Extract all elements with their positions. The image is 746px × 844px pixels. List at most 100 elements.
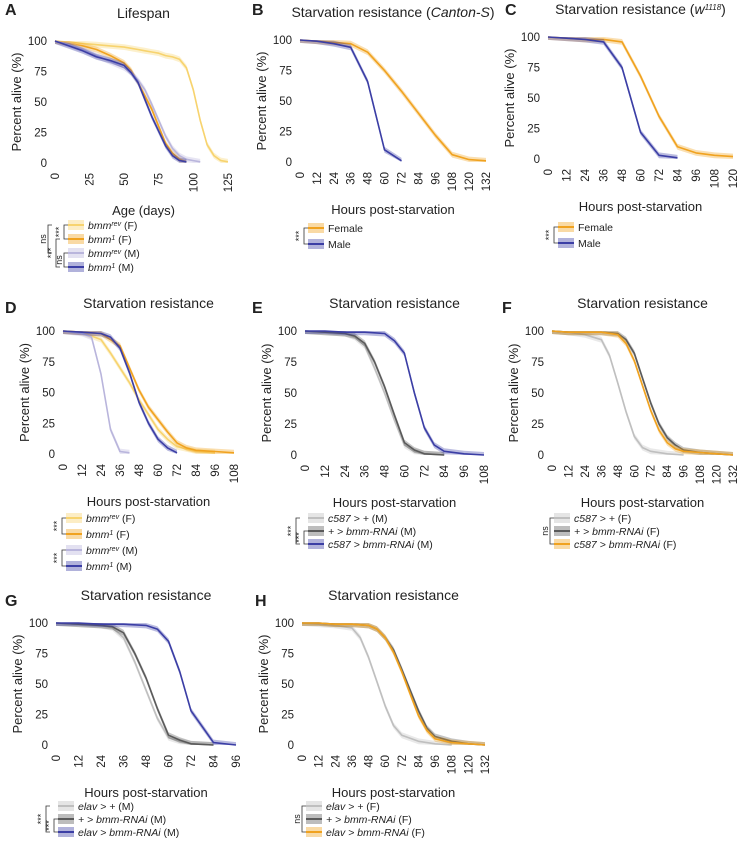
series-line: [305, 330, 485, 456]
y-tick-label: 50: [42, 388, 55, 400]
x-tick-label: 108: [710, 169, 722, 188]
y-tick-label: 100: [29, 618, 48, 630]
x-tick-label: 0: [300, 465, 312, 471]
panel-c: C Starvation resistance (w1118) Percent al…: [502, 1, 740, 250]
y-tick-label: 75: [34, 67, 47, 79]
x-tick-label: 120: [712, 465, 724, 484]
stat-label: ns: [38, 234, 48, 244]
series-band: [63, 331, 234, 454]
y-axis-label: Percent alive (%): [9, 53, 24, 152]
y-tick-label: 50: [35, 679, 48, 691]
significance-brackets: ns: [540, 517, 554, 545]
series-line: [56, 622, 237, 746]
stat-bracket: [303, 530, 308, 545]
y-tick-label: 50: [34, 97, 47, 109]
y-tick-label: 100: [28, 36, 47, 48]
legend-entry: Male: [328, 239, 351, 251]
chart-title: Starvation resistance (w1118): [555, 1, 726, 17]
stat-label: ***: [286, 525, 296, 536]
x-tick-label: 0: [51, 755, 63, 761]
y-tick-label: 75: [531, 357, 544, 369]
legend: Female Male: [308, 223, 363, 251]
series-band: [56, 623, 236, 745]
series-line: [54, 40, 201, 163]
legend-entry: elav > + (M): [78, 801, 134, 813]
series-band: [302, 623, 485, 745]
stat-bracket: [63, 252, 68, 268]
x-tick-label: 72: [419, 465, 431, 478]
chart-title: Starvation resistance: [81, 587, 212, 603]
legend-entry: Female: [578, 222, 613, 234]
y-tick-label: 100: [36, 326, 55, 338]
legend-entry: + > bmm-RNAi (M): [78, 814, 166, 826]
panel-b: B Starvation resistance (Canton-S) Percent…: [252, 2, 495, 251]
stat-label: ***: [54, 226, 64, 237]
x-tick-label: 60: [636, 169, 648, 182]
legend-entry: elav > bmm-RNAi (F): [326, 827, 425, 839]
x-tick-label: 72: [397, 755, 409, 768]
chart-title: Starvation resistance (Canton-S): [291, 4, 494, 20]
stat-bracket: [61, 549, 66, 567]
stat-bracket: [63, 224, 68, 240]
stat-label: ns: [54, 255, 64, 265]
y-tick-label: 0: [534, 154, 540, 166]
legend-entry: bmmrev (M): [86, 545, 138, 557]
x-tick-label: 36: [596, 465, 608, 478]
significance-brackets: ***: [294, 227, 308, 245]
legend-entry: + > bmm-RNAi (F): [574, 526, 660, 538]
significance-brackets: ******: [286, 517, 308, 545]
legend-entry: c587 > bmm-RNAi (F): [574, 539, 676, 551]
x-tick-label: 12: [312, 172, 324, 185]
stat-label: ns: [292, 814, 302, 824]
legend: c587 > + (M)+ > bmm-RNAi (M)c587 > bmm-R…: [308, 513, 433, 551]
legend: Female Male: [558, 222, 613, 250]
x-tick-label: 24: [580, 464, 592, 477]
x-axis-label: Hours post-starvation: [331, 202, 455, 217]
legend-entry: elav > bmm-RNAi (M): [78, 827, 179, 839]
x-tick-label: 96: [231, 755, 243, 768]
y-tick-label: 0: [286, 157, 292, 169]
x-tick-label: 0: [295, 172, 307, 178]
series-line: [62, 330, 130, 454]
x-tick-label: 108: [447, 755, 459, 774]
series-line: [55, 622, 214, 746]
x-tick-label: 125: [223, 173, 235, 192]
y-tick-label: 0: [291, 450, 297, 462]
x-axis-label: Hours post-starvation: [581, 495, 705, 510]
y-tick-label: 50: [284, 388, 297, 400]
x-axis-label: Hours post-starvation: [333, 495, 457, 510]
y-axis-label: Percent alive (%): [256, 635, 271, 734]
x-tick-label: 100: [188, 173, 200, 192]
y-tick-label: 50: [531, 388, 544, 400]
y-axis-label: Percent alive (%): [502, 49, 517, 148]
x-tick-label: 48: [380, 465, 392, 478]
x-tick-label: 108: [479, 465, 491, 484]
legend-entry: c587 > + (M): [328, 513, 388, 525]
x-tick-label: 72: [172, 464, 184, 477]
y-axis-label: Percent alive (%): [10, 635, 25, 734]
legend-entry: + > bmm-RNAi (F): [326, 814, 412, 826]
panel-a: A Lifespan Percent alive (%) 0 25 50 75 100 0 25 5…: [5, 2, 235, 274]
legend-entry: c587 > bmm-RNAi (M): [328, 539, 433, 551]
series-band: [305, 331, 445, 455]
chart-title: Starvation resistance: [328, 587, 459, 603]
y-axis-label: Percent alive (%): [259, 344, 274, 443]
stat-bracket: [295, 517, 300, 545]
legend-entry: bmm1 (F): [88, 234, 132, 246]
series-line: [54, 40, 187, 163]
x-tick-label: 96: [430, 172, 442, 185]
x-tick-label: 12: [563, 465, 575, 478]
series-line: [551, 330, 734, 456]
stat-bracket: [303, 227, 308, 245]
x-tick-label: 0: [50, 173, 62, 179]
y-tick-label: 75: [281, 649, 294, 661]
y-tick-label: 50: [281, 679, 294, 691]
series-band: [548, 37, 733, 159]
x-tick-label: 120: [728, 169, 740, 188]
panel-f: F Starvation resistance Percent alive (%) 0…: [502, 295, 740, 551]
series-band: [552, 331, 733, 455]
series-line: [302, 622, 486, 746]
panel-label: G: [5, 593, 17, 610]
series-band: [55, 41, 228, 163]
legend-entry: c587 > + (F): [574, 513, 631, 525]
